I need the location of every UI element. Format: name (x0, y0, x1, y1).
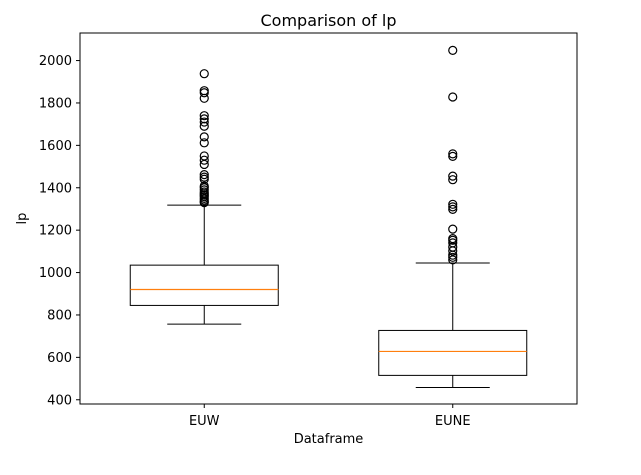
y-tick-label: 2000 (39, 54, 72, 69)
outlier-point (199, 155, 209, 165)
plot-frame (79, 32, 578, 405)
box-group (129, 69, 279, 325)
outlier-point (448, 202, 458, 212)
x-axis-label: Dataframe (294, 432, 364, 447)
outlier-point (199, 111, 209, 121)
iqr-box (378, 329, 528, 376)
y-axis-label: lp (15, 213, 30, 225)
y-tick-label: 400 (47, 393, 72, 408)
outlier-point (448, 149, 458, 159)
outlier-point (199, 86, 209, 96)
y-tick-label: 1200 (39, 224, 72, 239)
outlier-point (199, 132, 209, 142)
outlier-point (448, 199, 458, 209)
outlier-point (448, 238, 458, 248)
y-tick-label: 800 (47, 308, 72, 323)
outlier-point (448, 175, 458, 185)
y-tick-label: 1800 (39, 96, 72, 111)
box-group (378, 45, 528, 388)
y-axis: 400 600 800 1000 1200 1400 1600 1800 2000 (39, 54, 80, 408)
x-tick-label: EUW (189, 414, 220, 429)
outlier-point (448, 151, 458, 161)
outlier-point (199, 181, 209, 191)
outlier-point (448, 171, 458, 181)
y-tick-label: 1000 (39, 266, 72, 281)
outlier-point (448, 92, 458, 102)
outlier-point (199, 172, 209, 182)
outlier-point (448, 234, 458, 244)
x-tick-label: EUNE (435, 414, 471, 429)
outlier-point (199, 69, 209, 79)
y-tick-label: 1400 (39, 181, 72, 196)
iqr-box (129, 264, 279, 306)
outlier-point (448, 204, 458, 214)
chart-title: Comparison of lp (261, 11, 397, 30)
outlier-point (448, 255, 458, 265)
outlier-point (199, 151, 209, 161)
y-tick-label: 600 (47, 351, 72, 366)
y-tick-label: 1600 (39, 139, 72, 154)
outlier-point (199, 117, 209, 127)
x-axis: EUW EUNE (189, 404, 471, 429)
outlier-point (199, 170, 209, 180)
outlier-point (448, 224, 458, 234)
boxes-layer (129, 45, 528, 388)
outlier-point (199, 138, 209, 148)
outlier-point (199, 114, 209, 124)
outlier-point (448, 45, 458, 55)
